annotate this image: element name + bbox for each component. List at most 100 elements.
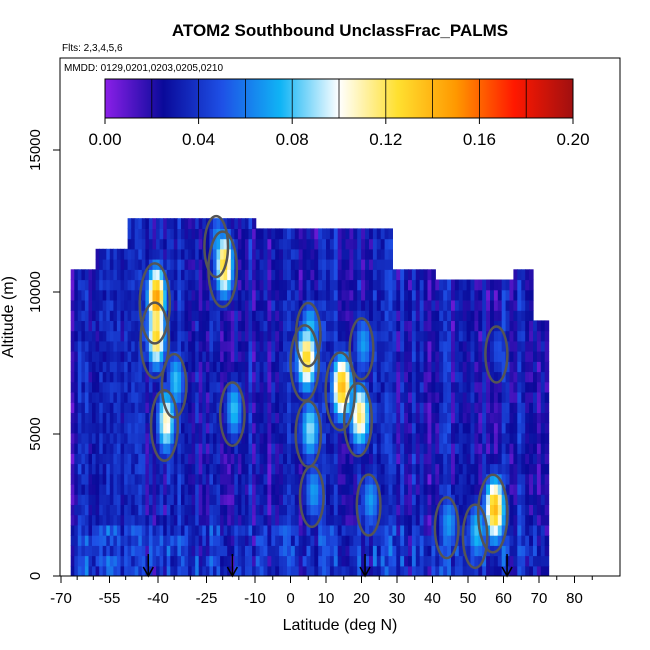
heat-cell	[411, 279, 417, 291]
heat-cell	[106, 300, 111, 311]
heat-cell	[404, 269, 409, 281]
heat-cell	[70, 484, 75, 495]
heat-cell	[396, 340, 401, 352]
heat-cell	[230, 535, 235, 546]
heat-cell	[237, 340, 243, 352]
heat-cell	[435, 473, 440, 485]
heat-cell	[181, 432, 186, 444]
heat-cell	[131, 392, 136, 403]
heat-cell	[517, 504, 522, 516]
heat-cell	[113, 392, 118, 403]
heat-cell	[486, 432, 491, 444]
heat-cell	[400, 524, 405, 536]
heat-cell	[443, 310, 448, 321]
heat-cell	[248, 504, 253, 516]
heat-cell	[109, 269, 114, 281]
heat-cell	[106, 484, 111, 495]
heat-cell	[252, 248, 257, 260]
heat-cell	[314, 555, 319, 567]
heat-cell	[536, 402, 542, 413]
heat-cell	[533, 320, 538, 332]
heat-cell	[540, 412, 546, 424]
heat-cell	[113, 340, 118, 352]
heat-cell	[84, 514, 90, 526]
heat-cell	[195, 259, 200, 270]
heat-cell	[263, 443, 268, 454]
heat-cell	[84, 279, 90, 291]
heat-cell	[540, 432, 546, 444]
heat-cell	[482, 545, 487, 557]
heat-cell	[525, 443, 530, 454]
heat-cell	[283, 432, 288, 444]
heat-cell	[141, 504, 146, 516]
heat-cell	[209, 453, 214, 465]
heat-cell	[124, 524, 129, 536]
heat-cell	[195, 494, 200, 505]
heat-cell	[470, 514, 475, 526]
heat-cell	[116, 300, 122, 311]
heat-cell	[271, 381, 276, 393]
contour-line	[477, 473, 509, 554]
x-tick-label: -70	[50, 590, 72, 607]
heat-cell	[223, 514, 228, 526]
heat-cell	[170, 473, 175, 485]
heat-cell	[152, 248, 157, 260]
heat-cell	[478, 381, 483, 393]
heat-cell	[306, 453, 311, 465]
heat-cell	[439, 453, 444, 465]
heat-cell	[376, 381, 382, 393]
heat-cell	[124, 392, 129, 403]
heat-cell	[540, 422, 546, 434]
heat-cell	[271, 545, 276, 557]
heat-cell	[145, 238, 150, 250]
heat-cell	[134, 422, 139, 434]
heat-cell	[411, 443, 417, 454]
heat-cell	[326, 463, 331, 475]
heat-cell	[223, 218, 228, 229]
heat-cell	[497, 361, 503, 373]
heat-cell	[454, 300, 460, 311]
heat-cell	[255, 340, 261, 352]
heat-cell	[74, 402, 79, 413]
heat-cell	[263, 361, 268, 373]
heat-cell	[380, 310, 386, 321]
heat-cell	[408, 535, 413, 546]
heat-cell	[124, 248, 129, 260]
heat-cell	[505, 300, 511, 311]
heat-cell	[84, 545, 90, 557]
heat-cell	[173, 392, 178, 403]
heat-cell	[490, 392, 495, 403]
heat-cell	[283, 300, 288, 311]
heat-cell	[322, 320, 327, 332]
heat-cell	[275, 473, 280, 485]
heat-cell	[501, 392, 507, 403]
heat-cell	[376, 371, 382, 383]
heat-cell	[310, 555, 315, 567]
heat-cell	[380, 269, 386, 281]
heat-cell	[88, 432, 93, 444]
heat-cell	[384, 422, 390, 434]
heat-cell	[252, 269, 257, 281]
heat-cell	[205, 422, 211, 434]
heat-cell	[322, 432, 327, 444]
heat-cell	[120, 330, 125, 342]
heat-cell	[439, 310, 444, 321]
heat-cell	[404, 535, 409, 546]
heat-cell	[198, 565, 203, 576]
heat-cell	[237, 494, 243, 505]
heat-cell	[369, 535, 374, 546]
heat-cell	[74, 504, 79, 516]
heat-cell	[353, 504, 358, 516]
heat-cell	[84, 504, 90, 516]
heat-cell	[245, 279, 250, 291]
heat-cell	[184, 565, 189, 576]
heat-cell	[84, 565, 90, 576]
heat-cell	[447, 340, 452, 352]
heat-cell	[470, 340, 475, 352]
heat-cell	[102, 248, 107, 260]
heat-cell	[152, 351, 157, 362]
heat-cell	[353, 432, 358, 444]
heat-cell	[509, 320, 514, 332]
heat-cell	[427, 361, 432, 373]
heat-cell	[227, 228, 232, 240]
